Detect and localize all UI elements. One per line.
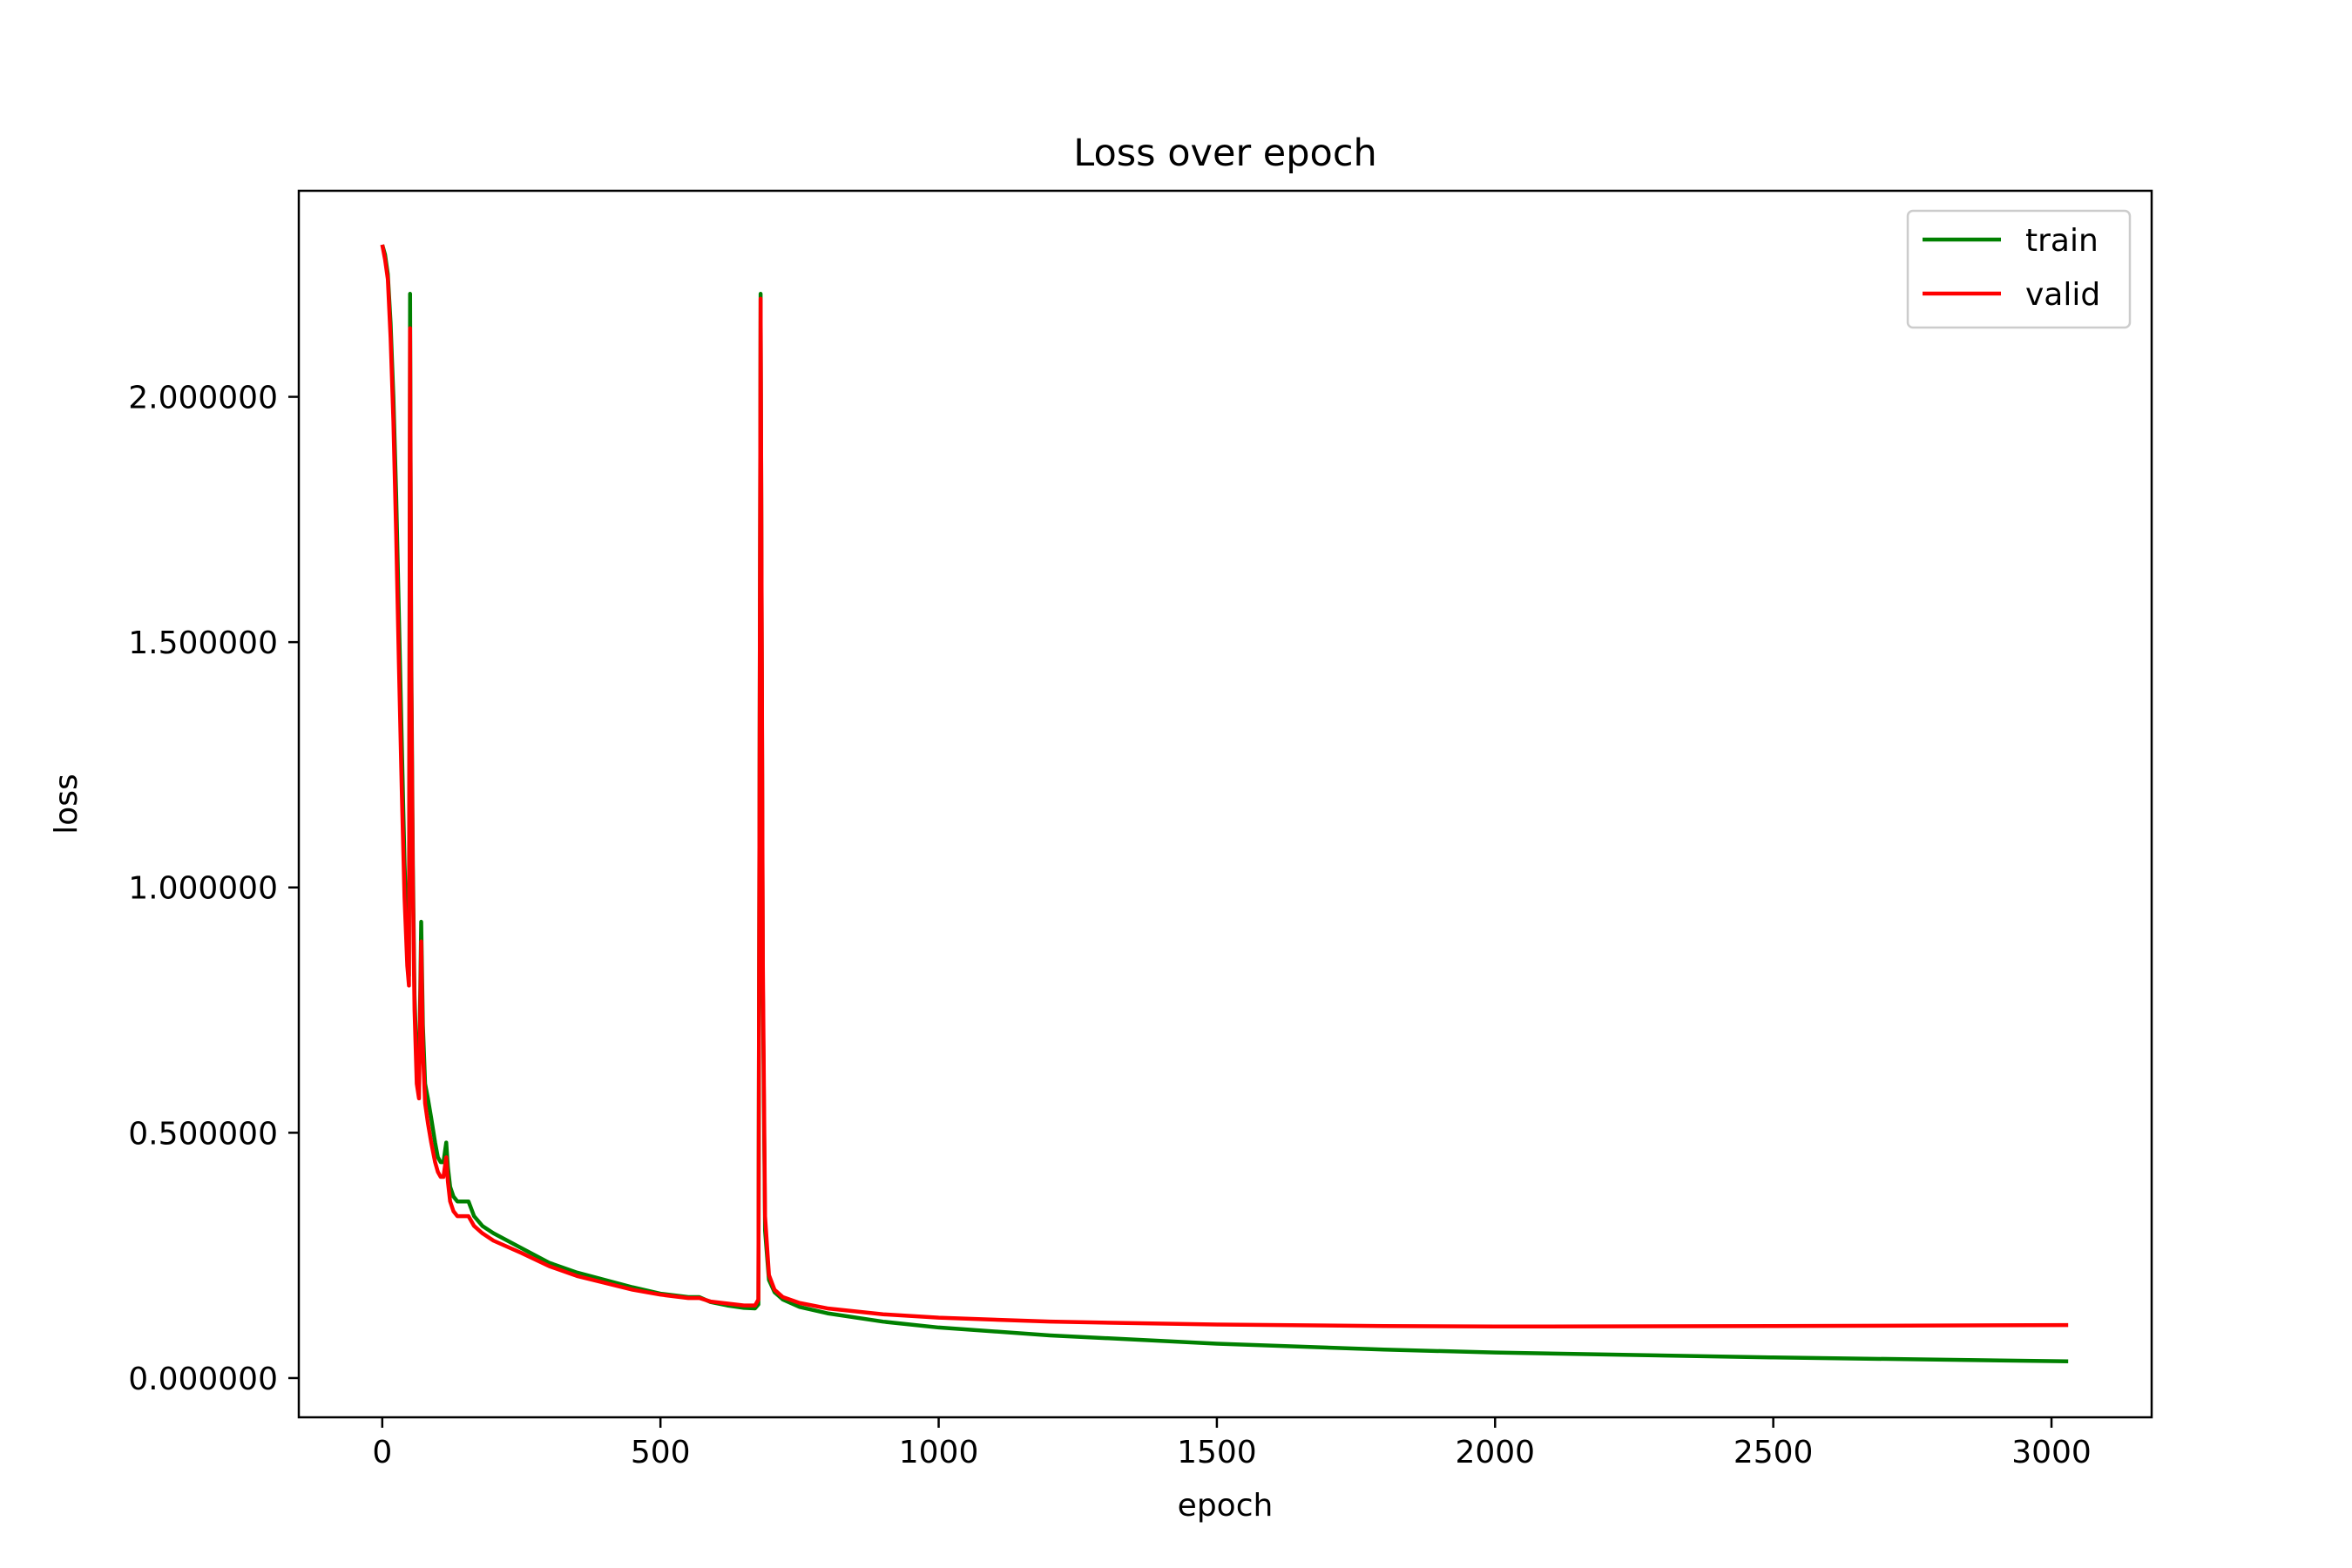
y-tick-label: 2.000000: [128, 381, 278, 416]
y-tick-label: 0.500000: [128, 1116, 278, 1152]
legend: train valid: [1906, 209, 2132, 329]
chart-title: Loss over epoch: [1073, 132, 1377, 175]
x-tick-label: 500: [631, 1435, 691, 1470]
plot-frame: [297, 189, 2153, 1419]
legend-label-train: train: [2025, 223, 2099, 259]
y-tick-label: 0.000000: [128, 1362, 278, 1397]
x-axis-title: epoch: [1178, 1488, 1274, 1524]
y-axis: 0.000000 0.500000 1.000000 1.500000 2.000000: [128, 381, 299, 1397]
x-tick-label: 1500: [1177, 1435, 1257, 1470]
x-tick-label: 1000: [899, 1435, 979, 1470]
x-tick-label: 2500: [1734, 1435, 1814, 1470]
plot-area: [299, 191, 2152, 1417]
y-axis-title: loss: [49, 774, 84, 835]
legend-label-valid: valid: [2025, 277, 2100, 313]
y-tick-label: 1.500000: [128, 625, 278, 661]
x-axis: 0 500 1000 1500 2000 2500 3000: [372, 1417, 2092, 1470]
series-line-valid: [380, 244, 2069, 1329]
x-tick-label: 0: [372, 1435, 392, 1470]
x-tick-label: 3000: [2011, 1435, 2092, 1470]
series-layer: [380, 244, 2069, 1364]
y-tick-label: 1.000000: [128, 871, 278, 907]
x-tick-label: 2000: [1455, 1435, 1535, 1470]
